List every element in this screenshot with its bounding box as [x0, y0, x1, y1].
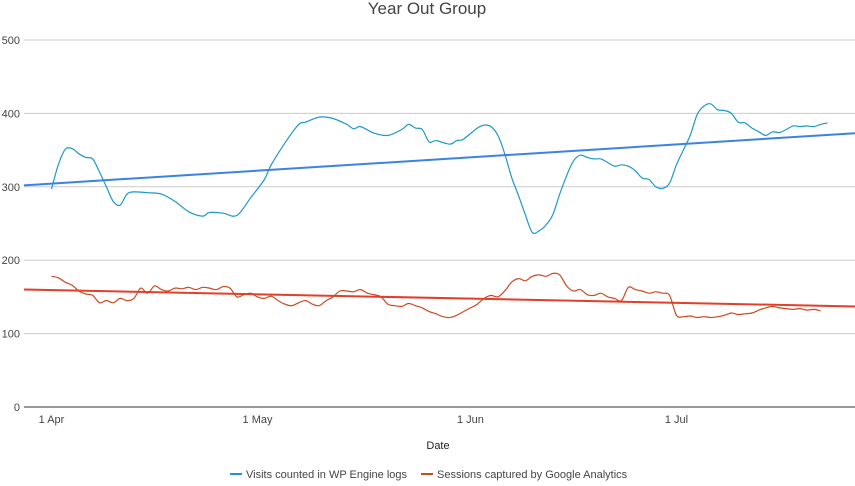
legend-label: Sessions captured by Google Analytics: [437, 469, 628, 481]
y-tick-label: 0: [14, 402, 20, 414]
legend-swatch: [421, 473, 433, 475]
trendline-wp-engine-visits: [23, 132, 855, 187]
x-tick-label: 1 May: [243, 414, 273, 426]
x-tick-label: 1 Apr: [39, 414, 65, 426]
y-tick-label: 200: [2, 255, 20, 267]
y-tick-label: 100: [2, 329, 20, 341]
y-tick-label: 500: [2, 35, 20, 47]
y-tick-label: 400: [2, 108, 20, 120]
trendlines: [23, 132, 855, 308]
x-tick-label: 1 Jul: [665, 414, 688, 426]
x-axis-ticks: 1 Apr 1 May 1 Jun 1 Jul: [39, 414, 688, 426]
chart-title: Year Out Group: [368, 0, 486, 18]
legend-swatch: [230, 473, 242, 475]
gridlines: [24, 39, 855, 408]
y-axis-ticks: 0 100 200 300 400 500: [2, 35, 20, 414]
series-line-wp-engine-visits: [50, 103, 828, 234]
series-line-ga-sessions: [51, 272, 821, 319]
x-tick-label: 1 Jun: [457, 414, 484, 426]
trendline-ga-sessions: [23, 288, 855, 308]
x-axis-title: Date: [426, 440, 449, 452]
series-lines: [50, 103, 828, 319]
legend-label: Visits counted in WP Engine logs: [246, 469, 408, 481]
legend: Visits counted in WP Engine logs Sessions…: [230, 469, 628, 481]
y-tick-label: 300: [2, 182, 20, 194]
